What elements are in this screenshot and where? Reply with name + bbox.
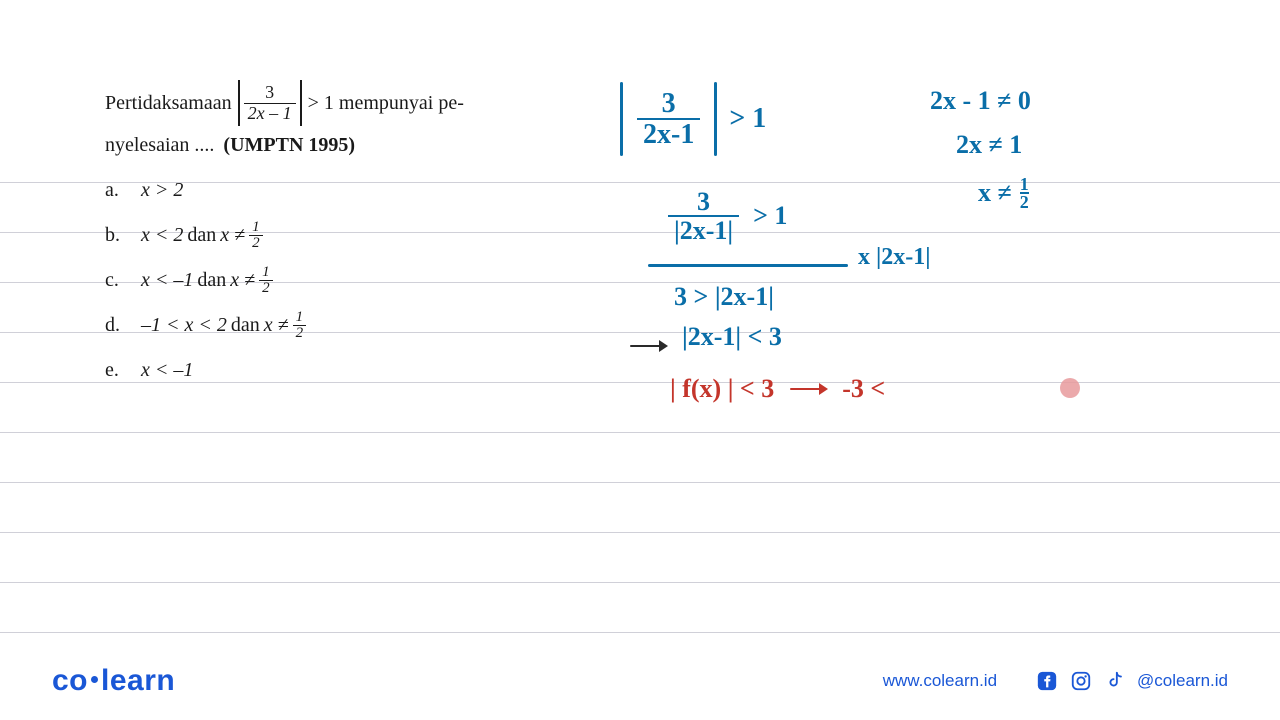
problem-text: Pertidaksamaan 3 2x – 1 > 1 mempunyai pe…: [105, 80, 545, 386]
hw-eq4: |2x-1| < 3: [682, 322, 782, 352]
option-b: b. x < 2 dan x ≠ 12: [105, 220, 545, 251]
abs-expression: 3 2x – 1: [238, 80, 302, 126]
hw-side2: 2x ≠ 1: [956, 130, 1022, 160]
hw-rule: | f(x) | < 3 -3 <: [670, 374, 885, 404]
instagram-icon: [1069, 669, 1093, 693]
option-a: a. x > 2: [105, 175, 545, 206]
footer: colearn www.colearn.id @colearn.id: [0, 664, 1280, 698]
brand-logo: colearn: [52, 664, 175, 698]
cursor-indicator: [1060, 378, 1080, 398]
footer-url: www.colearn.id: [883, 671, 997, 691]
hw-eq3: 3 > |2x-1|: [674, 282, 774, 312]
problem-lead: Pertidaksamaan: [105, 88, 232, 119]
tiktok-icon: [1103, 669, 1127, 693]
handwritten-work: 3 2x-1 > 1 2x - 1 ≠ 0 2x ≠ 1 x ≠ 1 2 3 |…: [600, 82, 1230, 422]
option-c: c. x < –1 dan x ≠ 12: [105, 265, 545, 296]
hw-mult-note: x |2x-1|: [858, 244, 931, 271]
facebook-icon: [1035, 669, 1059, 693]
option-d: d. –1 < x < 2 dan x ≠ 12: [105, 310, 545, 341]
social-handle: @colearn.id: [1137, 671, 1228, 691]
problem-source: (UMPTN 1995): [223, 134, 355, 156]
problem-line2: nyelesaian ....: [105, 134, 214, 156]
problem-after-abs: > 1 mempunyai pe-: [308, 88, 464, 119]
option-e: e. x < –1: [105, 355, 545, 386]
social-icons: @colearn.id: [1035, 669, 1228, 693]
hw-eq1: 3 2x-1 > 1: [620, 82, 766, 161]
hw-arrow1: [630, 334, 666, 352]
hw-side1: 2x - 1 ≠ 0: [930, 86, 1031, 116]
hw-underline: [648, 264, 848, 267]
hw-side3: x ≠ 1 2: [978, 176, 1029, 210]
hw-eq2: 3 |2x-1| > 1: [668, 188, 787, 245]
